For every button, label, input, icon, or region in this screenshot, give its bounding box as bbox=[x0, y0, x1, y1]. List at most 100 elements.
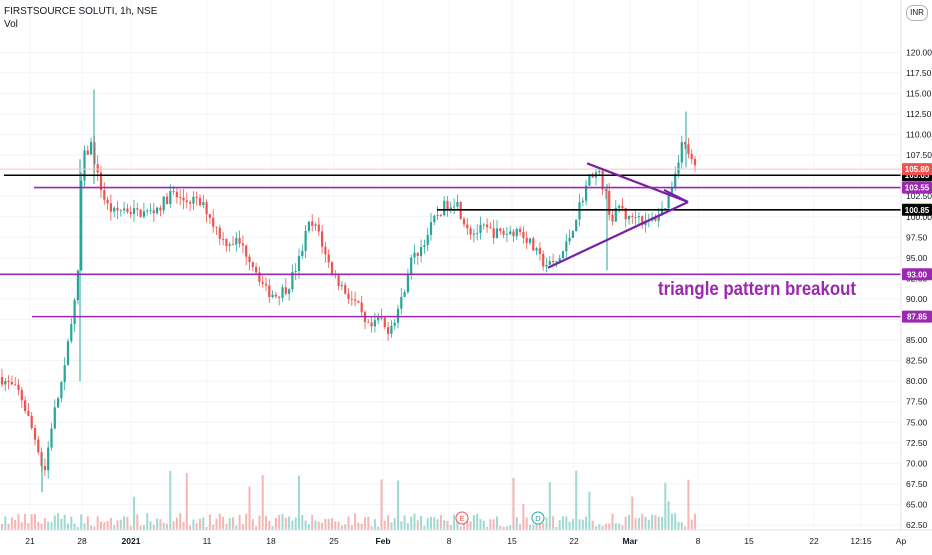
candle-body bbox=[680, 142, 683, 163]
candle-body bbox=[106, 199, 109, 204]
candle-body bbox=[446, 200, 449, 210]
volume-bar bbox=[182, 521, 185, 530]
volume-bar bbox=[680, 522, 683, 530]
candle-body bbox=[301, 250, 304, 257]
candle-body bbox=[245, 245, 248, 257]
triangle-lower-edge bbox=[547, 200, 689, 269]
price-tick-label: 115.00 bbox=[906, 88, 932, 98]
volume-bar bbox=[598, 524, 601, 530]
volume-bar bbox=[380, 479, 383, 530]
candle-body bbox=[152, 210, 155, 214]
volume-bar bbox=[581, 519, 584, 530]
volume-bar bbox=[562, 516, 564, 530]
volume-bar bbox=[604, 523, 607, 530]
volume-bar bbox=[393, 518, 396, 530]
volume-bar bbox=[238, 514, 241, 530]
volume-bar bbox=[192, 519, 195, 530]
candle-body bbox=[337, 275, 340, 286]
candle-body bbox=[284, 287, 287, 294]
candle-body bbox=[509, 231, 512, 235]
volume-bar bbox=[601, 525, 604, 530]
volume-bar bbox=[426, 518, 429, 530]
volume-bar bbox=[43, 518, 46, 530]
volume-bar bbox=[337, 521, 340, 530]
candle-body bbox=[241, 243, 244, 246]
currency-badge[interactable]: INR bbox=[906, 5, 928, 21]
volume-bar bbox=[159, 519, 162, 530]
volume-bar bbox=[515, 517, 518, 530]
candle-body bbox=[96, 164, 99, 173]
volume-bar bbox=[327, 519, 330, 530]
volume-bar bbox=[202, 517, 205, 530]
candle-body bbox=[519, 228, 522, 232]
volume-bar bbox=[624, 516, 627, 530]
price-tick-label: 67.50 bbox=[906, 479, 928, 489]
volume-bar bbox=[387, 515, 390, 530]
time-tick-label: 22 bbox=[809, 536, 819, 546]
candle-body bbox=[416, 252, 419, 257]
triangle-upper-edge bbox=[586, 162, 689, 203]
candle-body bbox=[126, 208, 129, 213]
volume-bar bbox=[80, 514, 83, 530]
symbol-legend[interactable]: FIRSTSOURCE SOLUTI, 1h, NSE bbox=[4, 6, 157, 17]
volume-bar bbox=[96, 516, 99, 530]
last-price-badge bbox=[902, 163, 932, 176]
candle-body bbox=[462, 218, 466, 225]
volume-bar bbox=[664, 482, 667, 530]
candle-body bbox=[654, 217, 657, 221]
candle-body bbox=[555, 261, 558, 263]
candle-body bbox=[436, 215, 439, 216]
volume-bar bbox=[357, 522, 360, 530]
volume-bar bbox=[228, 518, 231, 530]
candle-body bbox=[558, 258, 561, 262]
volume-bar bbox=[588, 491, 591, 530]
candle-body bbox=[139, 209, 142, 217]
time-axis[interactable]: 21 28 2021 11 18 25 Feb 8 15 22 Mar 8 15 22 12:15 Ap bbox=[25, 536, 906, 546]
volume-bar bbox=[555, 526, 558, 530]
volume-bar bbox=[469, 521, 472, 530]
candle-body bbox=[476, 233, 479, 234]
volume-bar bbox=[199, 518, 201, 530]
volume-bar bbox=[439, 515, 442, 530]
volume-bar bbox=[344, 524, 347, 530]
volume-bar bbox=[532, 524, 535, 530]
volume-bar bbox=[123, 516, 126, 530]
volume-legend[interactable]: Vol bbox=[4, 19, 18, 30]
candle-body bbox=[80, 180, 83, 271]
volume-bar bbox=[139, 525, 142, 530]
candle-body bbox=[370, 322, 373, 327]
candle-body bbox=[660, 208, 664, 216]
candle-body bbox=[377, 317, 380, 321]
candle-body bbox=[568, 237, 571, 242]
candle-body bbox=[393, 322, 396, 326]
candle-body bbox=[271, 294, 274, 298]
candle-body bbox=[274, 294, 277, 297]
candle-body bbox=[581, 200, 584, 203]
candle-body bbox=[159, 207, 162, 211]
volume-bar bbox=[86, 516, 89, 530]
volume-bar bbox=[684, 526, 687, 530]
candle-body bbox=[30, 415, 33, 429]
volume-bar bbox=[502, 526, 505, 530]
candle-body bbox=[37, 439, 40, 453]
volume-bar bbox=[304, 520, 307, 530]
candle-body bbox=[90, 142, 93, 155]
candle-body bbox=[360, 302, 363, 313]
candle-body bbox=[182, 197, 185, 201]
candle-body bbox=[502, 230, 505, 235]
volume-bar bbox=[162, 522, 165, 530]
candle-body bbox=[324, 246, 327, 255]
last-price-label: 105.80 bbox=[905, 165, 930, 174]
candle-body bbox=[228, 244, 231, 247]
candle-body bbox=[545, 264, 548, 267]
volume-bar bbox=[208, 514, 211, 530]
volume-bar bbox=[410, 516, 413, 530]
candle-body bbox=[525, 237, 528, 243]
level-badge-label: 105.05 bbox=[905, 171, 930, 180]
volume-bar bbox=[628, 514, 630, 530]
candle-body bbox=[489, 227, 492, 229]
volume-bar bbox=[215, 518, 218, 530]
volume-bar bbox=[403, 515, 406, 530]
